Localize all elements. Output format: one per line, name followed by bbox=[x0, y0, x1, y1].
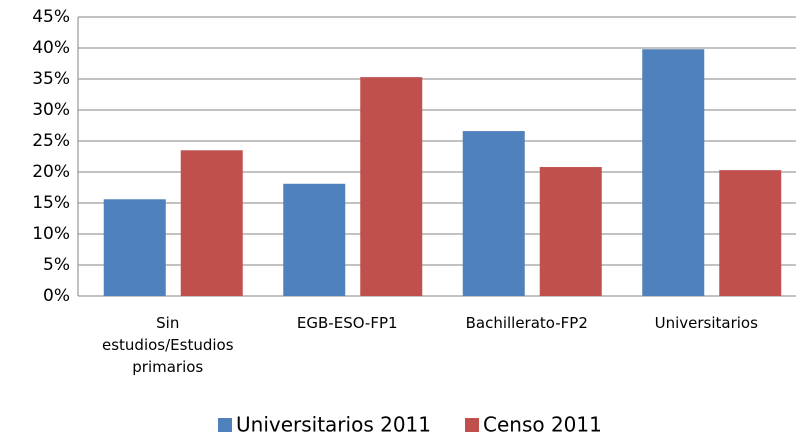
bar bbox=[539, 167, 602, 296]
bar bbox=[462, 131, 525, 296]
y-tick-label: 20% bbox=[32, 162, 70, 182]
y-tick-label: 15% bbox=[32, 193, 70, 213]
y-tick-label: 0% bbox=[43, 286, 70, 306]
x-tick-label: Universitarios bbox=[654, 314, 758, 332]
bar bbox=[103, 199, 166, 296]
bar bbox=[283, 183, 346, 296]
y-tick-label: 40% bbox=[32, 38, 70, 58]
bar bbox=[719, 170, 782, 296]
x-tick-label: EGB-ESO-FP1 bbox=[296, 314, 398, 332]
y-tick-label: 30% bbox=[32, 100, 70, 120]
x-tick-label: Sin estudios/Estudios primarios bbox=[101, 314, 234, 376]
y-tick-label: 45% bbox=[32, 7, 70, 27]
y-tick-label: 10% bbox=[32, 224, 70, 244]
bar bbox=[180, 150, 243, 296]
y-tick-label: 5% bbox=[43, 255, 70, 275]
legend-label: Censo 2011 bbox=[483, 413, 602, 437]
bar bbox=[360, 77, 423, 296]
y-tick-label: 25% bbox=[32, 131, 70, 151]
x-tick-label: Bachillerato-FP2 bbox=[465, 314, 588, 332]
legend-label: Universitarios 2011 bbox=[236, 413, 431, 437]
y-tick-label: 35% bbox=[32, 69, 70, 89]
bar bbox=[642, 49, 705, 296]
legend-swatch bbox=[218, 418, 232, 432]
legend-swatch bbox=[465, 418, 479, 432]
